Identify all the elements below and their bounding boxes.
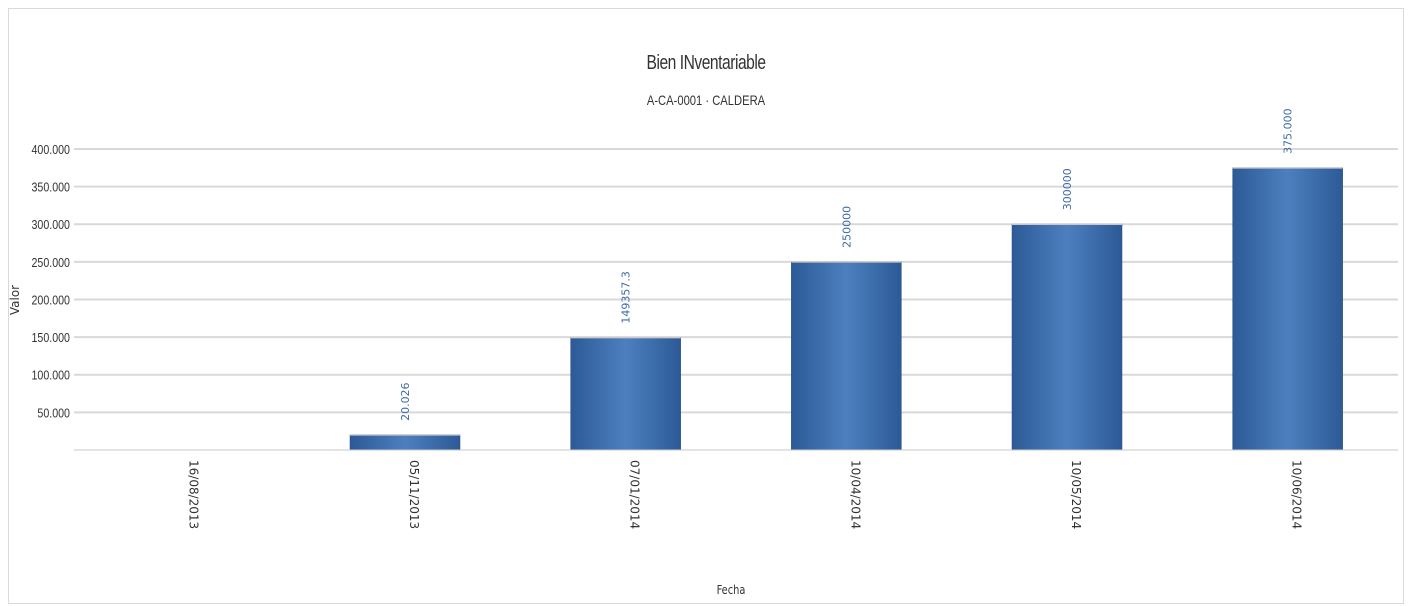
y-tick-label: 50.000 [37,405,70,420]
x-tick-label: 10/05/2014 [1069,460,1083,529]
x-tick-label: 10/06/2014 [1290,460,1304,529]
bar [1011,224,1123,451]
bar-data-label: 300000 [1061,168,1074,210]
x-tick-label: 10/04/2014 [848,460,862,529]
chart-subtitle: A-CA-0001 · CALDERA [646,92,766,108]
y-tick-label: 100.000 [31,368,70,383]
bar [1232,167,1343,451]
x-tick-label: 05/11/2013 [407,460,421,529]
bar [791,261,902,451]
x-axis-ticks: 16/08/2013 05/11/2013 07/01/2014 10/04/2014… [186,460,1303,529]
y-tick-label: 200.000 [31,292,70,307]
y-tick-label: 300.000 [31,217,70,232]
y-tick-label: 250.000 [31,255,70,270]
bar-data-label: 149357.3 [620,271,633,324]
x-tick-label: 16/08/2013 [186,460,200,529]
grid-lines [74,148,1398,414]
bar-data-label: 375.000 [1282,108,1295,154]
y-axis-ticks: 50.000 100.000 150.000 200.000 250.000 300.00… [31,142,70,421]
y-tick-label: 150.000 [31,330,70,345]
y-tick-label: 350.000 [31,180,70,195]
bar [349,434,461,451]
x-tick-label: 07/01/2014 [628,460,642,529]
y-axis-label: Valor [8,285,22,315]
x-axis-label: Fecha [717,583,746,597]
chart-title: Bien INventariable [646,52,767,74]
chart-frame [8,8,1404,604]
y-tick-label: 400.000 [31,142,70,157]
bars [349,167,1343,451]
bar [570,337,681,451]
data-labels: 20.026 149357.3 250000 300000 375.000 [399,108,1295,421]
bar-data-label: 20.026 [399,382,412,421]
bar-data-label: 250000 [840,206,853,248]
